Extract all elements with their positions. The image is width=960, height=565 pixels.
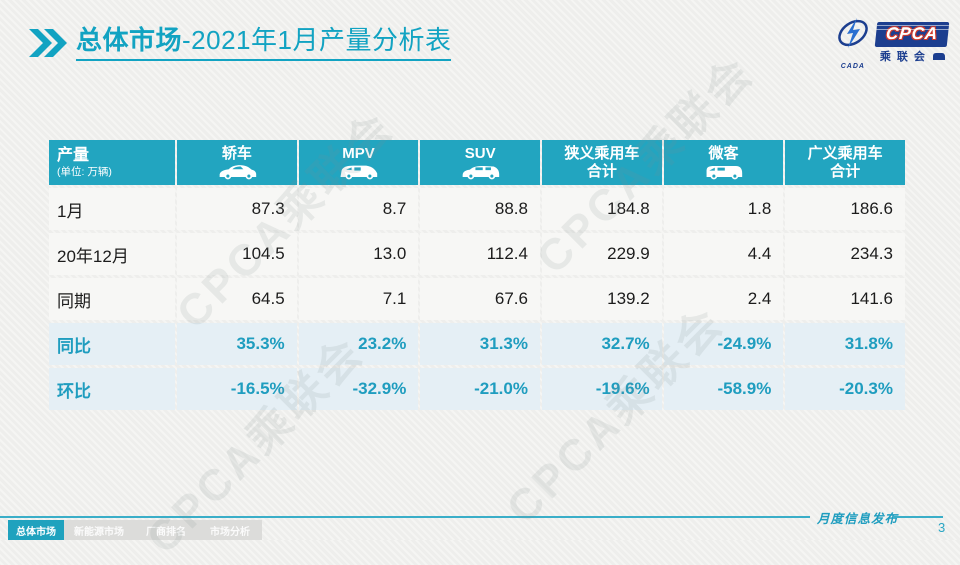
table-cell: 2.4 — [663, 278, 784, 320]
header-broad-pv-total: 广义乘用车 合计 — [785, 140, 905, 185]
header-broad-pv-label: 广义乘用车 — [807, 145, 883, 163]
footer-rule-right — [893, 516, 943, 518]
table-cell: 141.6 — [785, 278, 905, 320]
table-cell: 8.7 — [298, 188, 419, 230]
page-number: 3 — [938, 520, 946, 535]
table-cell: -21.0% — [420, 368, 540, 410]
footer-rule-left — [0, 516, 810, 518]
table-cell: 184.8 — [541, 188, 662, 230]
table-cell: 229.9 — [541, 233, 662, 275]
cpca-wordmark: CPCA — [884, 24, 940, 43]
header-suv-label: SUV — [464, 144, 496, 162]
cada-emblem-icon — [838, 18, 868, 48]
tab-nev-market[interactable]: 新能源市场 — [74, 526, 124, 538]
header-narrow-pv-label2: 合计 — [586, 162, 617, 180]
cada-emblem: CADA — [833, 16, 873, 70]
cpca-cn-name: 乘联会 — [879, 51, 931, 63]
row-label: 1月 — [49, 188, 175, 230]
header-microvan-label: 微客 — [708, 144, 739, 162]
suv-car-icon — [462, 166, 500, 180]
sedan-car-icon — [219, 165, 257, 180]
table-cell: 13.0 — [298, 233, 419, 275]
table-cell: 186.6 — [785, 188, 905, 230]
table-cell: -20.3% — [785, 368, 905, 410]
mpv-car-icon — [341, 165, 378, 180]
page-title-rest: -2021年1月产量分析表 — [182, 25, 452, 55]
table-cell: 35.3% — [177, 323, 297, 365]
table-cell: 139.2 — [541, 278, 662, 320]
header-narrow-pv-label: 狭义乘用车 — [564, 145, 640, 163]
header-narrow-pv-total: 狭义乘用车 合计 — [541, 140, 662, 185]
table-cell: 23.2% — [298, 323, 419, 365]
table-cell: 87.3 — [177, 188, 297, 230]
table-cell: -24.9% — [663, 323, 784, 365]
row-label: 同比 — [49, 323, 175, 365]
tab-oem-ranking[interactable]: 厂商排名 — [146, 526, 186, 538]
table-cell: 67.6 — [420, 278, 540, 320]
cada-label: CADA — [840, 63, 865, 70]
microvan-icon — [707, 166, 743, 180]
cpca-logo: CADA CPCA 乘联会 — [833, 16, 950, 70]
header-suv: SUV — [420, 140, 540, 185]
table-cell: 32.7% — [541, 323, 662, 365]
header-broad-pv-label2: 合计 — [830, 162, 861, 180]
table-cell: 31.8% — [785, 323, 905, 365]
page-title-bold: 总体市场 — [76, 25, 183, 55]
table-cell: -58.9% — [663, 368, 784, 410]
table-cell: 31.3% — [420, 323, 540, 365]
row-label: 环比 — [49, 368, 175, 410]
page-title: 总体市场-2021年1月产量分析表 — [76, 25, 452, 61]
table-cell: 1.8 — [663, 188, 784, 230]
footer-tabs: 总体市场 新能源市场 厂商排名 市场分析 — [8, 520, 262, 540]
table-cell: 234.3 — [785, 233, 905, 275]
header-sedan: 轿车 — [177, 140, 297, 185]
header-production-label: 产量 — [57, 146, 90, 164]
row-label: 20年12月 — [49, 233, 175, 275]
release-label: 月度信息发布 — [817, 511, 899, 526]
header-mpv: MPV — [298, 140, 419, 185]
tab-market-analysis[interactable]: 市场分析 — [210, 526, 250, 538]
table-cell: 112.4 — [420, 233, 540, 275]
title-bar: 总体市场-2021年1月产量分析表 — [28, 25, 452, 61]
header-microvan: 微客 — [663, 140, 784, 185]
table-cell: 64.5 — [177, 278, 297, 320]
double-chevron-icon — [29, 29, 67, 57]
tab-overall-market[interactable]: 总体市场 — [8, 520, 64, 540]
cpca-wordmark-box: CPCA — [874, 22, 950, 47]
table-cell: 104.5 — [177, 233, 297, 275]
header-sedan-label: 轿车 — [221, 144, 252, 162]
table-cell: 88.8 — [420, 188, 540, 230]
header-mpv-label: MPV — [342, 144, 375, 162]
header-production: 产量 (单位: 万辆) — [49, 140, 175, 185]
table-cell: -16.5% — [177, 368, 297, 410]
table-cell: -32.9% — [298, 368, 419, 410]
table-cell: 7.1 — [298, 278, 419, 320]
car-glyph-icon — [933, 52, 945, 60]
header-unit-label: (单位: 万辆) — [57, 166, 112, 179]
table-cell: -19.6% — [541, 368, 662, 410]
production-table: 产量 (单位: 万辆) 轿车 MPV SUV 狭 — [49, 140, 905, 410]
row-label: 同期 — [49, 278, 175, 320]
table-cell: 4.4 — [663, 233, 784, 275]
